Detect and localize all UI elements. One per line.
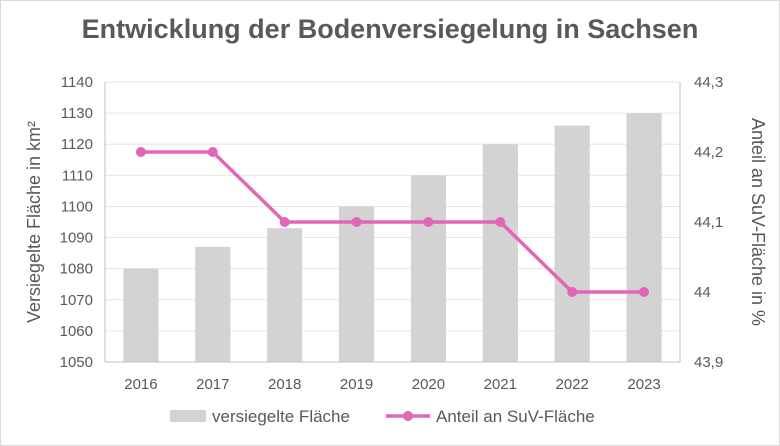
y-axis-title: Versiegelte Fläche in km² (24, 121, 44, 323)
line-point-2021 (495, 217, 506, 227)
y2-tick-label: 43,9 (694, 354, 723, 371)
y2-tick-label: 44 (694, 284, 711, 301)
y2-tick-label: 44,2 (694, 144, 723, 161)
bar-2019 (338, 206, 375, 362)
bar-2018 (267, 228, 303, 362)
bar-2022 (554, 125, 590, 362)
y-tick-label: 1110 (62, 167, 93, 184)
y2-axis-title: Anteil an SuV-Fläche in % (748, 118, 768, 326)
y-tick-label: 1100 (61, 198, 93, 215)
bar-2020 (410, 175, 447, 362)
x-tick-label: 2021 (484, 376, 517, 393)
y-tick-label: 1060 (60, 323, 93, 340)
y-tick-label: 1090 (60, 230, 93, 247)
x-tick-label: 2019 (340, 376, 373, 393)
series-line (140, 150, 645, 294)
line-point-2023 (639, 287, 650, 297)
y-tick-label: 1070 (60, 292, 93, 309)
line-point-2022 (567, 287, 578, 297)
legend-line-marker (403, 411, 413, 421)
chart-title: Entwicklung der Bodenversiegelung in Sac… (81, 14, 699, 44)
y-tick-label: 1080 (60, 261, 93, 278)
x-tick-label: 2018 (268, 376, 301, 393)
x-tick-label: 2016 (124, 376, 157, 393)
x-tick-label: 2022 (556, 376, 589, 393)
axes (104, 82, 681, 363)
y-tick-label: 1050 (60, 354, 93, 371)
line-point-2016 (135, 147, 146, 157)
x-tick-label: 2020 (412, 376, 445, 393)
legend-bar-label: versiegelte Fläche (212, 407, 350, 426)
y-tick-label: 1120 (61, 136, 93, 153)
y2-tick-label: 44,3 (694, 74, 723, 91)
x-axis-ticks: 2016 2017 2018 2019 2020 2021 2022 2023 (124, 376, 661, 393)
bar-2023 (626, 113, 662, 362)
line-point-2019 (351, 217, 362, 227)
left-axis-ticks: 1050 1060 1070 1080 1090 1100 1110 1120 1130 1140 (60, 74, 93, 371)
legend-line-label: Anteil an SuV-Fläche (436, 407, 595, 426)
line-point-2020 (423, 217, 434, 227)
x-tick-label: 2023 (627, 376, 660, 393)
line-point-2017 (207, 147, 218, 157)
bar-2017 (195, 246, 231, 362)
line-point-2018 (279, 217, 290, 227)
legend: versiegelte Fläche Anteil an SuV-Fläche (170, 407, 595, 426)
y-tick-label: 1140 (61, 74, 93, 91)
y-tick-label: 1130 (61, 105, 93, 122)
bar-series (123, 113, 662, 362)
legend-bar-swatch (170, 410, 206, 422)
right-axis-ticks: 43,9 44 44,1 44,2 44,3 (694, 74, 723, 371)
y2-tick-label: 44,1 (694, 214, 723, 231)
x-tick-label: 2017 (196, 376, 229, 393)
line-series (135, 147, 650, 297)
bar-2016 (123, 268, 159, 362)
bar-2021 (482, 144, 518, 362)
